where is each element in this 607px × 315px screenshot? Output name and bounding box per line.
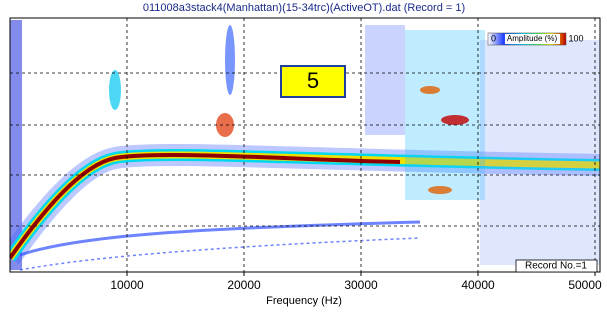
x-tick-label: 40000: [461, 278, 495, 292]
colorbar-max: 100: [568, 33, 583, 43]
x-tick-label: 10000: [110, 278, 144, 292]
x-tick-label: 50000: [568, 278, 602, 292]
x-axis-label: Frequency (Hz): [266, 295, 342, 307]
annotation: 5: [307, 68, 319, 93]
chart-title: 011008a3stack4(Manhattan)(15-34trc)(Acti…: [143, 2, 465, 14]
record-label: Record No.=1: [525, 261, 587, 272]
heatmap: [10, 18, 600, 272]
x-tick-label: 30000: [344, 278, 378, 292]
x-tick-label: 20000: [227, 278, 261, 292]
colorbar-min: 0: [491, 33, 496, 43]
colorbar-label: Amplitude (%): [507, 34, 558, 43]
chart: 011008a3stack4(Manhattan)(15-34trc)(Acti…: [0, 0, 607, 310]
